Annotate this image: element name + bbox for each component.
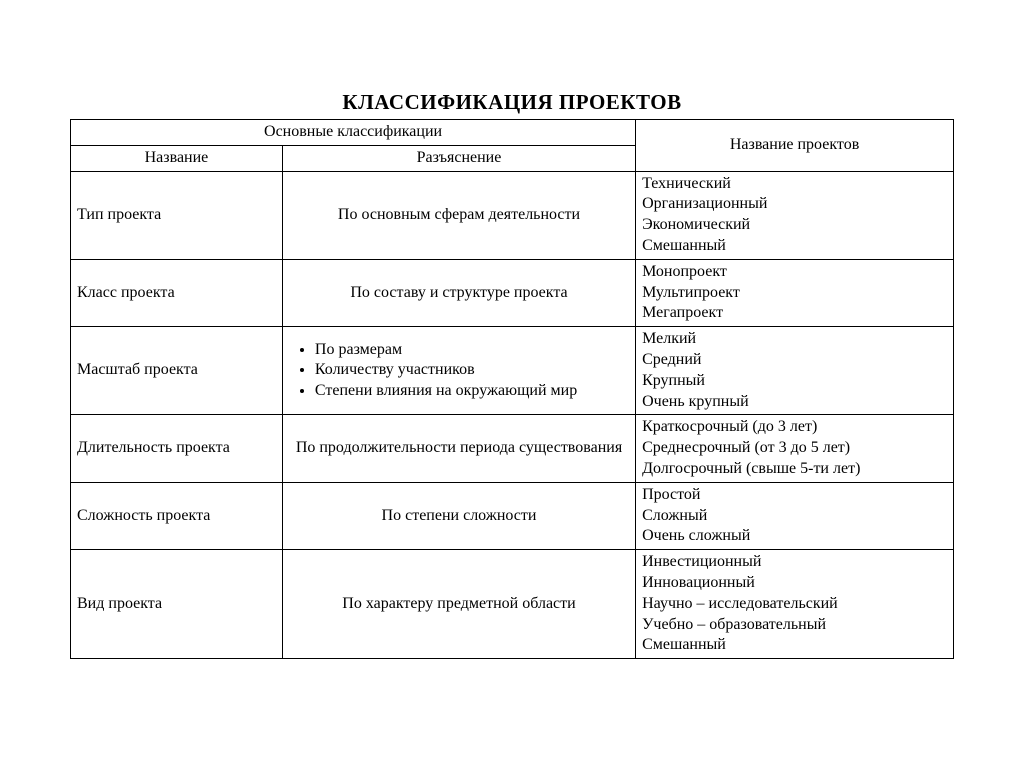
cell-projects: Инвестиционный Инновационный Научно – ис… [636,550,954,659]
cell-name: Сложность проекта [71,482,283,549]
project-item: Среднесрочный (от 3 до 5 лет) [642,438,947,459]
header-explain: Разъяснение [282,145,635,171]
header-projects: Название проектов [636,120,954,172]
project-item: Очень сложный [642,526,947,547]
project-item: Технический [642,174,947,195]
table-row: Масштаб проекта По размерам Количеству у… [71,327,954,415]
cell-projects: Мелкий Средний Крупный Очень крупный [636,327,954,415]
table-row: Тип проекта По основным сферам деятельно… [71,171,954,259]
project-item: Простой [642,485,947,506]
cell-explain: По составу и структуре проекта [282,259,635,326]
project-item: Смешанный [642,236,947,257]
project-item: Крупный [642,371,947,392]
project-item: Экономический [642,215,947,236]
cell-explain: По характеру предметной области [282,550,635,659]
project-item: Научно – исследовательский [642,594,947,615]
project-item: Мелкий [642,329,947,350]
cell-projects: Монопроект Мультипроект Мегапроект [636,259,954,326]
project-item: Учебно – образовательный [642,615,947,636]
project-item: Средний [642,350,947,371]
bullet-item: По размерам [315,340,629,361]
header-name: Название [71,145,283,171]
project-item: Мегапроект [642,303,947,324]
cell-name: Масштаб проекта [71,327,283,415]
cell-explain: По размерам Количеству участников Степен… [282,327,635,415]
project-item: Инвестиционный [642,552,947,573]
header-main-group: Основные классификации [71,120,636,146]
explain-bullets: По размерам Количеству участников Степен… [289,340,629,402]
project-item: Смешанный [642,635,947,656]
page: КЛАССИФИКАЦИЯ ПРОЕКТОВ Основные классифи… [0,0,1024,659]
cell-explain: По продолжительности периода существован… [282,415,635,482]
project-item: Инновационный [642,573,947,594]
project-item: Мультипроект [642,283,947,304]
table-row: Сложность проекта По степени сложности П… [71,482,954,549]
page-title: КЛАССИФИКАЦИЯ ПРОЕКТОВ [70,90,954,115]
table-header-row-1: Основные классификации Название проектов [71,120,954,146]
bullet-item: Количеству участников [315,360,629,381]
cell-name: Вид проекта [71,550,283,659]
project-item: Очень крупный [642,392,947,413]
table-row: Длительность проекта По продолжительност… [71,415,954,482]
project-item: Краткосрочный (до 3 лет) [642,417,947,438]
cell-name: Тип проекта [71,171,283,259]
project-item: Долгосрочный (свыше 5-ти лет) [642,459,947,480]
cell-explain: По степени сложности [282,482,635,549]
bullet-item: Степени влияния на окружающий мир [315,381,629,402]
cell-name: Класс проекта [71,259,283,326]
cell-name: Длительность проекта [71,415,283,482]
classification-table: Основные классификации Название проектов… [70,119,954,659]
project-item: Монопроект [642,262,947,283]
cell-projects: Технический Организационный Экономически… [636,171,954,259]
project-item: Организационный [642,194,947,215]
cell-projects: Краткосрочный (до 3 лет) Среднесрочный (… [636,415,954,482]
cell-projects: Простой Сложный Очень сложный [636,482,954,549]
project-item: Сложный [642,506,947,527]
table-row: Класс проекта По составу и структуре про… [71,259,954,326]
cell-explain: По основным сферам деятельности [282,171,635,259]
table-row: Вид проекта По характеру предметной обла… [71,550,954,659]
